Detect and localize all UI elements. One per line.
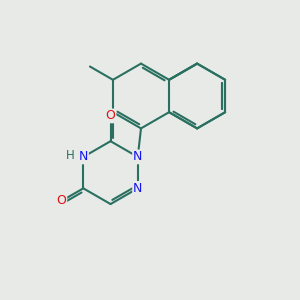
Text: N: N (133, 150, 142, 164)
Text: O: O (106, 110, 116, 122)
Text: H: H (66, 149, 75, 162)
Text: O: O (56, 194, 66, 208)
Text: N: N (133, 182, 142, 195)
Text: N: N (79, 150, 88, 164)
